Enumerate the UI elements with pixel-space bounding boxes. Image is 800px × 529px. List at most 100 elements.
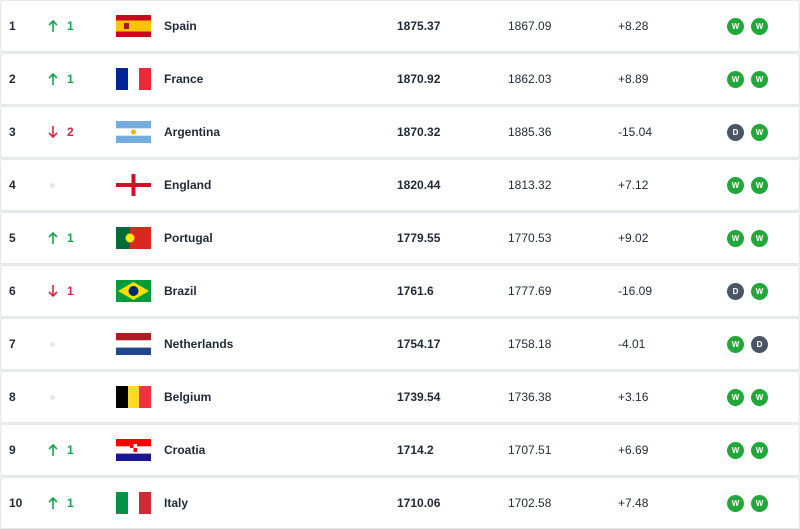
flag bbox=[116, 227, 151, 249]
points: 1739.54 bbox=[397, 390, 441, 404]
form-badge: W bbox=[727, 18, 744, 35]
rank: 5 bbox=[9, 231, 16, 245]
points-change: +7.12 bbox=[618, 178, 649, 192]
flag-part bbox=[128, 68, 139, 90]
form-badge: W bbox=[727, 336, 744, 353]
rank: 6 bbox=[9, 284, 16, 298]
points-change: +7.48 bbox=[618, 496, 649, 510]
points-change: -15.04 bbox=[618, 125, 653, 139]
flag-part bbox=[125, 233, 135, 243]
form-badge: W bbox=[751, 230, 768, 247]
points: 1870.92 bbox=[397, 72, 441, 86]
form-badge: W bbox=[727, 389, 744, 406]
flag bbox=[116, 439, 151, 461]
points-change: -4.01 bbox=[618, 337, 646, 351]
trend-arrow bbox=[48, 72, 58, 85]
flag-part bbox=[131, 129, 136, 135]
table-row: 5 1 Portugal 1779.55 1770.53 +9.02 W W bbox=[0, 212, 800, 264]
rank-move: 1 bbox=[67, 443, 74, 457]
country-name: Brazil bbox=[164, 284, 197, 298]
previous-points: 1702.58 bbox=[508, 496, 552, 510]
form-badge: W bbox=[751, 442, 768, 459]
points: 1754.17 bbox=[397, 337, 441, 351]
flag-part bbox=[130, 444, 134, 448]
country-name: Argentina bbox=[164, 125, 221, 139]
country-name: Croatia bbox=[164, 443, 206, 457]
rank: 3 bbox=[9, 125, 16, 139]
form-badge: D bbox=[751, 336, 768, 353]
country-name: Belgium bbox=[164, 390, 212, 404]
points-change: +6.69 bbox=[618, 443, 649, 457]
points: 1870.32 bbox=[397, 125, 441, 139]
previous-points: 1862.03 bbox=[508, 72, 552, 86]
no-change-dot bbox=[50, 342, 55, 347]
country-name: Portugal bbox=[164, 231, 213, 245]
arrow-shape bbox=[48, 443, 58, 456]
flag bbox=[116, 174, 151, 196]
table-row: 10 1 Italy 1710.06 1702.58 +7.48 W W bbox=[0, 477, 800, 529]
form-badge: D bbox=[727, 124, 744, 141]
previous-points: 1813.32 bbox=[508, 178, 552, 192]
country-name: Netherlands bbox=[164, 337, 234, 351]
arrow-shape bbox=[48, 72, 58, 85]
form-badge: W bbox=[727, 230, 744, 247]
trend-arrow bbox=[48, 231, 58, 244]
table-row: 3 2 Argentina 1870.32 1885.36 -15.04 D W bbox=[0, 106, 800, 158]
flag-part bbox=[139, 386, 151, 408]
form-badge: W bbox=[751, 124, 768, 141]
form-badge: W bbox=[727, 177, 744, 194]
flag-part bbox=[133, 448, 137, 452]
flag-part bbox=[116, 386, 128, 408]
arrow-shape bbox=[48, 285, 58, 298]
points: 1875.37 bbox=[397, 19, 441, 33]
rank-move: 1 bbox=[67, 496, 74, 510]
previous-points: 1885.36 bbox=[508, 125, 552, 139]
flag-part bbox=[116, 227, 130, 249]
form-badge: W bbox=[751, 18, 768, 35]
points-change: +3.16 bbox=[618, 390, 649, 404]
points-change: +9.02 bbox=[618, 231, 649, 245]
previous-points: 1736.38 bbox=[508, 390, 552, 404]
table-row: 8 Belgium 1739.54 1736.38 +3.16 W W bbox=[0, 371, 800, 423]
form-badge: W bbox=[751, 495, 768, 512]
no-change-dot bbox=[50, 395, 55, 400]
rank: 8 bbox=[9, 390, 16, 404]
flag bbox=[116, 333, 151, 355]
trend-arrow bbox=[48, 19, 58, 32]
table-row: 6 1 Brazil 1761.6 1777.69 -16.09 D W bbox=[0, 265, 800, 317]
rank-move: 1 bbox=[67, 284, 74, 298]
points: 1761.6 bbox=[397, 284, 434, 298]
flag-part bbox=[128, 286, 139, 296]
flag-part bbox=[116, 20, 151, 32]
rank-move: 1 bbox=[67, 19, 74, 33]
trend-arrow bbox=[48, 126, 58, 139]
flag bbox=[116, 492, 151, 514]
points: 1714.2 bbox=[397, 443, 434, 457]
form-badge: D bbox=[727, 283, 744, 300]
points-change: +8.89 bbox=[618, 72, 649, 86]
flag-part bbox=[116, 453, 151, 461]
arrow-shape bbox=[48, 126, 58, 139]
flag-part bbox=[116, 183, 151, 187]
trend-arrow bbox=[48, 285, 58, 298]
rank-move: 1 bbox=[67, 72, 74, 86]
form-badge: W bbox=[751, 177, 768, 194]
flag-part bbox=[139, 68, 151, 90]
arrow-shape bbox=[48, 19, 58, 32]
arrow-shape bbox=[48, 231, 58, 244]
rank-move: 2 bbox=[67, 125, 74, 139]
points: 1779.55 bbox=[397, 231, 441, 245]
previous-points: 1758.18 bbox=[508, 337, 552, 351]
country-name: Italy bbox=[164, 496, 189, 510]
table-row: 1 1 Spain 1875.37 1867.09 +8.28 W W bbox=[0, 0, 800, 52]
points: 1710.06 bbox=[397, 496, 441, 510]
flag bbox=[116, 15, 151, 37]
rank: 10 bbox=[9, 496, 23, 510]
flag bbox=[116, 386, 151, 408]
form-badge: W bbox=[751, 71, 768, 88]
previous-points: 1867.09 bbox=[508, 19, 552, 33]
country-name: England bbox=[164, 178, 212, 192]
points: 1820.44 bbox=[397, 178, 441, 192]
form-badge: W bbox=[727, 71, 744, 88]
